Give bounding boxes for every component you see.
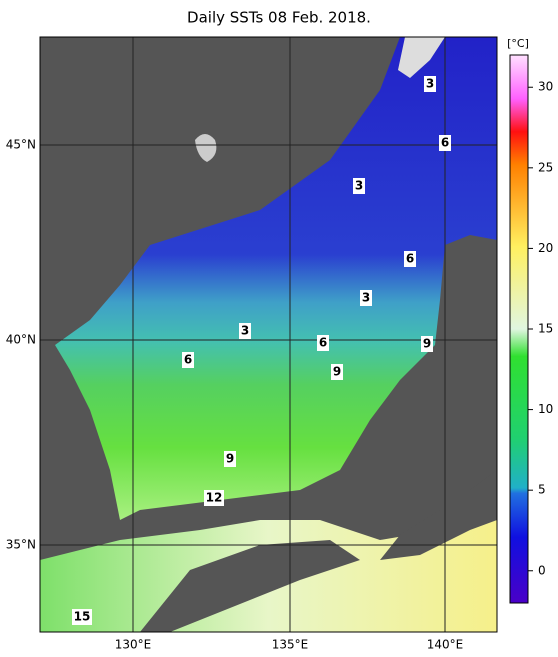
contour-label-box (239, 323, 251, 339)
latitude-label: 45°N (6, 138, 36, 152)
map-frame (39, 36, 498, 633)
contour-label: 6 (184, 353, 192, 367)
latitude-label: 40°N (6, 333, 36, 347)
contour-label-box (331, 364, 343, 380)
contour-label: 9 (333, 365, 341, 379)
colorbar-tick-label: 20 (538, 241, 553, 255)
colorbar-tick-label: 15 (538, 322, 553, 336)
contour-label: 6 (319, 336, 327, 350)
contour-label-box (404, 251, 416, 267)
colorbar-tick-label: 5 (538, 483, 546, 497)
contour-label-box (224, 451, 236, 467)
contour-label-box (421, 336, 433, 352)
latitude-label: 35°N (6, 538, 36, 552)
contour-label: 3 (355, 179, 363, 193)
contour-label-box (182, 352, 194, 368)
contour-label: 15 (74, 610, 91, 624)
longitude-label: 140°E (427, 638, 464, 652)
contour-label-box (204, 490, 224, 506)
colorbar (509, 54, 529, 604)
contour-label: 9 (226, 452, 234, 466)
contour-label-box (424, 76, 436, 92)
colorbar-tick-label: 25 (538, 160, 553, 174)
island (380, 470, 497, 560)
contour-label: 12 (206, 491, 223, 505)
contour-label: 6 (406, 252, 414, 266)
sea (55, 37, 497, 520)
longitude-label: 130°E (115, 638, 152, 652)
contour-label: 3 (426, 77, 434, 91)
contour-label: 3 (241, 324, 249, 338)
colorbar-tick-label: 0 (538, 563, 546, 577)
island (140, 540, 360, 632)
longitude-label: 135°E (272, 638, 309, 652)
contour-label: 9 (423, 337, 431, 351)
contour-label-box (439, 135, 451, 151)
island (195, 134, 217, 162)
colorbar-tick-label: 30 (538, 80, 553, 94)
contour-label-box (360, 290, 372, 306)
contour-label-box (72, 609, 92, 625)
colorbar-unit: [°C] (507, 37, 529, 50)
map-area: 3 6 3 6 3 3 6 9 6 9 9 12 15 (40, 37, 497, 632)
contour-label-box (317, 335, 329, 351)
colorbar-tick-label: 10 (538, 402, 553, 416)
contour-label: 6 (441, 136, 449, 150)
map-title: Daily SSTs 08 Feb. 2018. (187, 9, 371, 27)
contour-label: 3 (362, 291, 370, 305)
ice (398, 37, 445, 78)
contour-label-box (353, 178, 365, 194)
